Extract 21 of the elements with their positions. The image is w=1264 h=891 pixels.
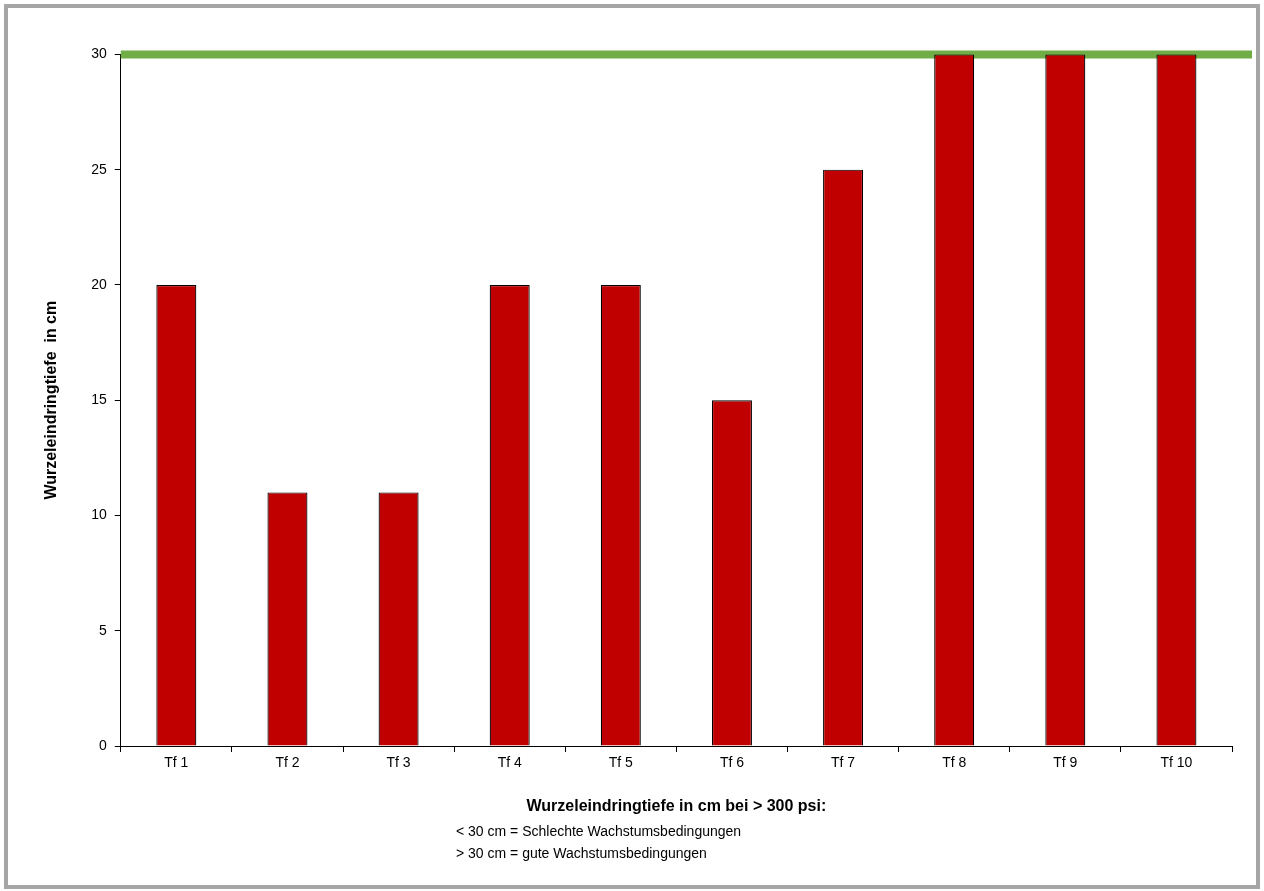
- x-tick-label: Tf 4: [497, 754, 522, 771]
- y-tick-label: 0: [98, 736, 107, 753]
- x-tick-label: Tf 6: [719, 754, 745, 771]
- y-tick-label: 30: [91, 45, 107, 62]
- y-tick-label: 5: [98, 621, 107, 638]
- y-tick-label: 15: [91, 391, 107, 408]
- x-tick-label: Tf 3: [386, 754, 411, 771]
- text: > 30 cm = gute Wachstumsbedingungen: [456, 844, 708, 863]
- x-axis-title: Wurzeleindringtiefe in cm bei > 300 psi:: [526, 796, 827, 814]
- x-tick-label: Tf 10: [1160, 754, 1193, 771]
- y-axis-title: Wurzeleindringtiefe in cm: [42, 300, 60, 500]
- x-tick-label: Tf 8: [942, 754, 967, 771]
- text: < 30 cm = Schlechte Wachstumsbedingungen: [456, 822, 742, 841]
- x-tick-label: Tf 5: [608, 754, 634, 771]
- x-tick-label: Tf 2: [275, 754, 300, 771]
- y-tick-label: 20: [91, 275, 107, 292]
- x-tick-label: Tf 7: [831, 754, 856, 771]
- y-tick-label: 10: [91, 506, 107, 523]
- y-tick-label: 25: [91, 160, 107, 177]
- x-tick-label: Tf 1: [164, 754, 189, 771]
- x-tick-label: Tf 9: [1053, 754, 1078, 771]
